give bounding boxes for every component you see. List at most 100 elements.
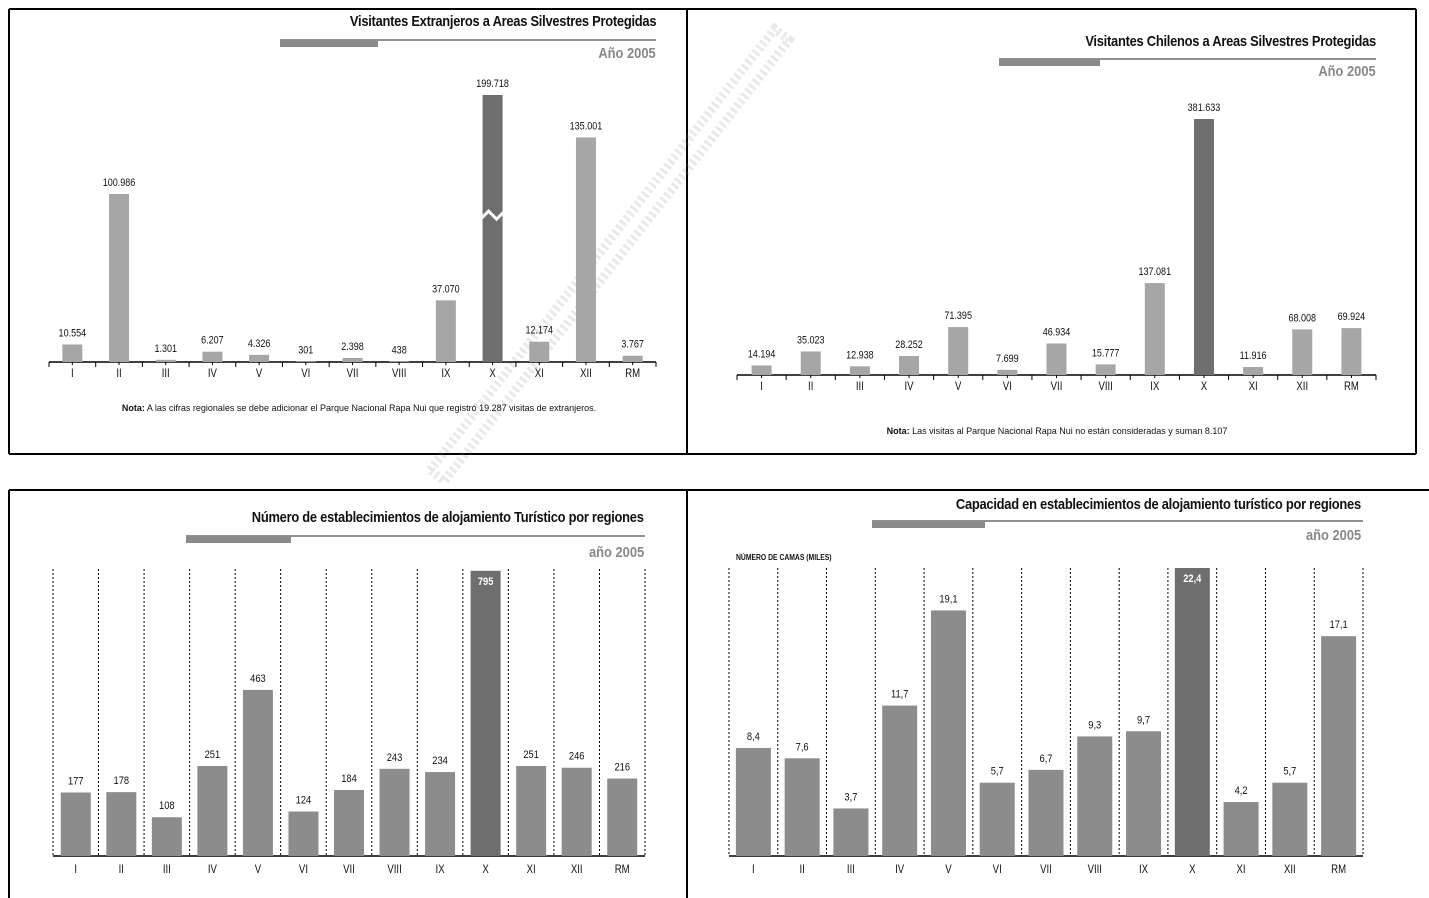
- data-label: 8,4: [747, 731, 760, 743]
- bar: [470, 570, 501, 856]
- bar: [607, 778, 638, 856]
- chart-title: Visitantes Chilenos a Areas Silvestres P…: [1085, 33, 1376, 50]
- x-tick-label: IX: [1139, 863, 1149, 876]
- x-tick-label: XII: [580, 367, 592, 380]
- data-label: 9,3: [1088, 720, 1101, 732]
- bar: [997, 369, 1018, 375]
- x-tick-label: III: [847, 863, 855, 876]
- data-label: 243: [387, 752, 403, 764]
- data-label: 12.938: [846, 350, 874, 362]
- bar: [1292, 329, 1313, 375]
- bar: [249, 354, 270, 362]
- bar: [1321, 636, 1357, 856]
- x-tick-label: RM: [1331, 863, 1346, 876]
- x-tick-label: IV: [208, 367, 218, 380]
- bar: [516, 765, 547, 856]
- data-label: 7,6: [796, 742, 809, 754]
- x-tick-label: VI: [301, 367, 310, 380]
- title-accent: [872, 521, 985, 528]
- bar: [622, 355, 643, 362]
- x-tick-label: V: [945, 863, 952, 876]
- x-tick-label: II: [116, 367, 121, 380]
- data-label: 9,7: [1137, 715, 1150, 727]
- bar: [1174, 568, 1210, 856]
- data-label: 11,7: [891, 689, 909, 701]
- data-label: 68.008: [1288, 313, 1316, 325]
- x-tick-label: VIII: [1098, 380, 1112, 393]
- chart-svg: 14.194 I 35.023 II 12.938 III 28.252 IV 71.395 V 7…: [736, 58, 1377, 393]
- x-tick-label: II: [119, 863, 124, 876]
- chart-title: Capacidad en establecimientos de alojami…: [956, 496, 1361, 513]
- axis-break: [479, 209, 506, 222]
- data-label: 135.001: [570, 121, 603, 133]
- bar: [800, 351, 821, 375]
- chart-panel-foreign-visitors: Visitantes Extranjeros a Areas Silvestre…: [9, 9, 687, 454]
- x-tick-label: VI: [299, 863, 308, 876]
- bar: [242, 689, 273, 856]
- x-tick-label: II: [808, 380, 813, 393]
- x-tick-label: III: [856, 380, 864, 393]
- bar: [1028, 769, 1064, 856]
- data-label: 100.986: [103, 177, 136, 189]
- data-label: 108: [159, 801, 175, 813]
- data-label: 234: [432, 755, 448, 767]
- chart-note: Nota: A las cifras regionales se debe ad…: [121, 403, 597, 413]
- bar: [882, 705, 918, 856]
- x-tick-label: IV: [208, 863, 218, 876]
- x-tick-label: I: [752, 863, 755, 876]
- bar: [202, 351, 223, 362]
- x-tick-label: XII: [1284, 863, 1296, 876]
- data-label: 381.633: [1188, 102, 1221, 114]
- bar: [784, 758, 820, 856]
- data-label: 19,1: [939, 594, 957, 606]
- data-label: 251: [523, 749, 539, 761]
- data-label: 3,7: [844, 792, 857, 804]
- chart-panel-capacity: Capacidad en establecimientos de alojami…: [687, 490, 1429, 898]
- x-tick-label: VIII: [392, 367, 406, 380]
- data-label: 795: [478, 576, 494, 588]
- y-axis-label: NÚMERO DE CAMAS (MILES): [736, 553, 832, 562]
- bar: [106, 792, 137, 856]
- data-label: 11.916: [1240, 350, 1267, 362]
- x-tick-label: X: [1201, 380, 1208, 393]
- bar: [62, 344, 83, 362]
- title-accent: [999, 59, 1100, 66]
- data-label: 71.395: [944, 310, 972, 322]
- x-tick-label: X: [489, 367, 496, 380]
- bar: [561, 767, 592, 856]
- bar: [948, 327, 969, 375]
- bar: [1144, 283, 1165, 375]
- data-label: 22,4: [1183, 573, 1201, 585]
- x-tick-label: VIII: [1088, 863, 1102, 876]
- x-tick-label: II: [799, 863, 804, 876]
- bar: [334, 789, 364, 856]
- x-tick-label: VII: [1040, 863, 1052, 876]
- data-label: 251: [205, 749, 221, 761]
- data-label: 15.777: [1092, 348, 1120, 360]
- bar: [109, 194, 130, 362]
- x-tick-label: VII: [343, 863, 355, 876]
- x-tick-label: VII: [1051, 380, 1063, 393]
- bar: [288, 811, 319, 856]
- bar: [529, 341, 550, 362]
- data-label: 463: [250, 673, 266, 685]
- bar: [1243, 367, 1264, 375]
- chart-svg: 8,4 I 7,6 II 3,7 III 11,7 IV 19,1 V 5,7 VI 6,7 VII 9,3…: [728, 520, 1364, 876]
- x-tick-label: RM: [625, 367, 640, 380]
- bar: [1272, 782, 1308, 856]
- bar: [1341, 328, 1362, 375]
- data-label: 137.081: [1139, 266, 1172, 278]
- bar: [295, 361, 316, 362]
- bar: [425, 772, 456, 856]
- bar: [575, 137, 596, 362]
- bar: [735, 748, 771, 856]
- chart-subtitle: Año 2005: [1318, 63, 1376, 80]
- chart-title: Número de establecimientos de alojamient…: [252, 509, 644, 526]
- data-label: 2.398: [341, 341, 364, 353]
- bar: [930, 610, 966, 856]
- x-tick-label: XII: [571, 863, 583, 876]
- data-label: 35.023: [797, 335, 825, 347]
- data-label: 5,7: [1283, 766, 1296, 778]
- data-label: 301: [298, 345, 313, 357]
